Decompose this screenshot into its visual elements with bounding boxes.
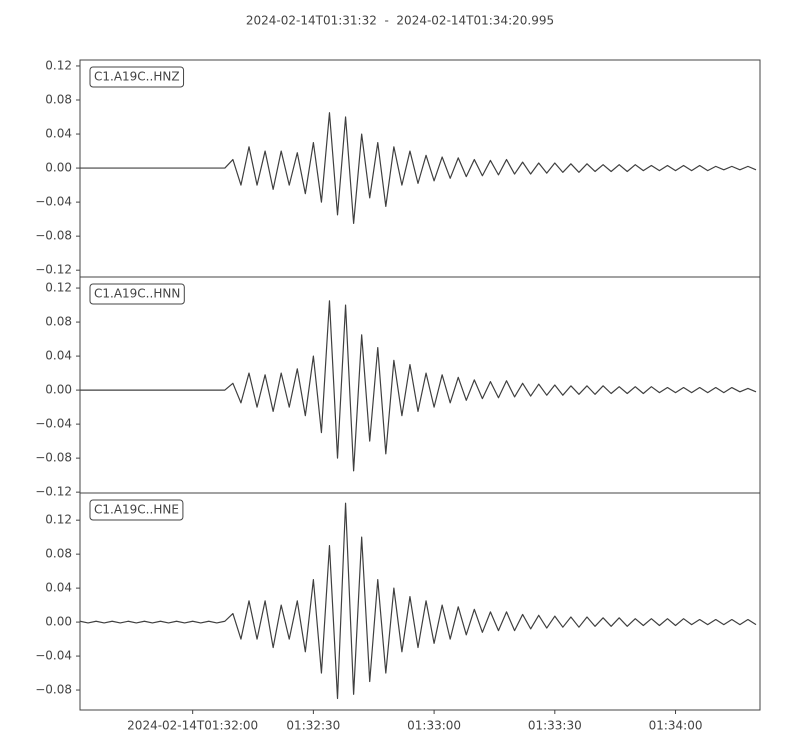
x-tick-label: 01:33:30 bbox=[528, 719, 582, 733]
panel-frame bbox=[79, 492, 761, 711]
trace-label: C1.A19C..HNN bbox=[94, 287, 180, 301]
y-tick-label: −0.08 bbox=[35, 451, 72, 465]
x-tick-label: 01:32:30 bbox=[286, 719, 340, 733]
y-tick-label: 0.08 bbox=[45, 547, 72, 561]
y-tick-label: −0.04 bbox=[35, 649, 72, 663]
y-tick-label: −0.04 bbox=[35, 195, 72, 209]
y-tick-label: 0.08 bbox=[45, 92, 72, 106]
y-tick-label: 0.04 bbox=[45, 581, 72, 595]
trace bbox=[80, 112, 757, 224]
y-tick-label: 0.00 bbox=[45, 383, 72, 397]
trace bbox=[80, 502, 757, 700]
y-tick-label: 0.04 bbox=[45, 127, 72, 141]
y-tick-label: 0.12 bbox=[45, 513, 72, 527]
y-tick-label: −0.12 bbox=[35, 485, 72, 499]
y-tick-label: −0.12 bbox=[35, 263, 72, 277]
y-tick-label: 0.12 bbox=[45, 58, 72, 72]
y-tick-label: 0.00 bbox=[45, 615, 72, 629]
y-tick-label: 0.04 bbox=[45, 349, 72, 363]
x-tick-label: 2024-02-14T01:32:00 bbox=[127, 719, 258, 733]
y-tick-label: −0.08 bbox=[35, 229, 72, 243]
x-tick-label: 01:34:00 bbox=[649, 719, 703, 733]
trace-label-box bbox=[89, 499, 184, 521]
panel-frame bbox=[79, 276, 761, 494]
y-tick-label: 0.08 bbox=[45, 315, 72, 329]
x-tick-label: 01:33:00 bbox=[407, 719, 461, 733]
chart-title: 2024-02-14T01:31:32 - 2024-02-14T01:34:2… bbox=[246, 14, 554, 28]
y-tick-label: −0.08 bbox=[35, 683, 72, 697]
y-tick-label: 0.12 bbox=[45, 281, 72, 295]
trace bbox=[80, 300, 757, 472]
trace-label-box bbox=[89, 66, 185, 88]
trace-label: C1.A19C..HNZ bbox=[94, 70, 180, 84]
trace-label: C1.A19C..HNE bbox=[94, 503, 179, 517]
y-tick-label: −0.04 bbox=[35, 417, 72, 431]
trace-label-box bbox=[89, 283, 185, 305]
y-tick-label: 0.00 bbox=[45, 161, 72, 175]
